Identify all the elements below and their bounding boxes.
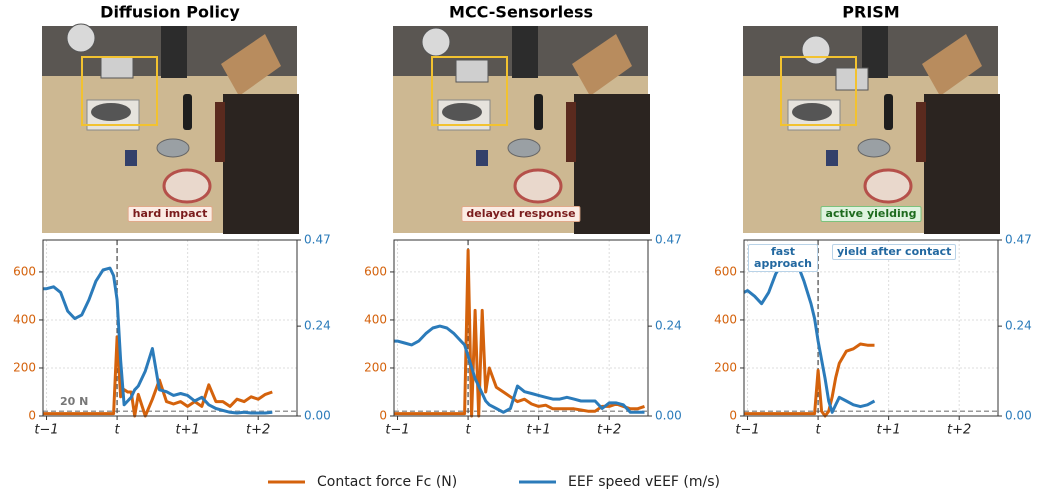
series-line bbox=[744, 255, 875, 412]
image-label: delayed response bbox=[461, 206, 580, 222]
y2-tick-label: 0.24 bbox=[1005, 319, 1032, 333]
scene-box bbox=[125, 150, 137, 166]
x-tick-label: t−1 bbox=[385, 423, 409, 438]
x-tick-label: t+1 bbox=[176, 423, 200, 438]
plot-frame bbox=[43, 240, 297, 416]
scene-robot-head bbox=[67, 24, 95, 52]
scene-bottle bbox=[183, 94, 192, 130]
page: {"chart_data": [ {"type": "line", "title… bbox=[0, 0, 1038, 495]
scene-bowl bbox=[508, 139, 540, 157]
y2-tick-label: 0.47 bbox=[1005, 233, 1032, 247]
scene-plate bbox=[164, 170, 210, 202]
scene-cabinet bbox=[574, 94, 650, 234]
y-tick-label: 0 bbox=[379, 409, 387, 423]
scene-image bbox=[743, 26, 1000, 234]
scene-cabinet-side bbox=[215, 102, 225, 162]
scene-plate bbox=[515, 170, 561, 202]
annotation: yield after contact bbox=[832, 244, 956, 260]
scene-box bbox=[476, 150, 488, 166]
scene-cabinet-side bbox=[916, 102, 926, 162]
scene-bowl bbox=[157, 139, 189, 157]
x-tick-label: t+1 bbox=[527, 423, 551, 438]
scene-cabinet-side bbox=[566, 102, 576, 162]
scene-burner bbox=[91, 103, 131, 121]
y-tick-label: 200 bbox=[714, 360, 737, 374]
y2-tick-label: 0.00 bbox=[655, 409, 682, 423]
scene-image bbox=[393, 26, 650, 234]
chart-title: Diffusion Policy bbox=[100, 3, 240, 22]
legend-label: EEF speed vEEF (m/s) bbox=[568, 474, 720, 490]
y-tick-label: 0 bbox=[729, 409, 737, 423]
scene-robot-column bbox=[512, 26, 538, 78]
scene-bottle bbox=[534, 94, 543, 130]
y-tick-label: 200 bbox=[364, 360, 387, 374]
scene-plate bbox=[865, 170, 911, 202]
scene-bowl bbox=[858, 139, 890, 157]
chart-title: PRISM bbox=[842, 3, 899, 22]
scene-gripper bbox=[456, 60, 488, 82]
threshold-label: 20 N bbox=[60, 395, 88, 408]
scene-robot-head bbox=[802, 36, 830, 64]
scene-robot-head bbox=[422, 28, 450, 56]
x-tick-label: t bbox=[115, 423, 121, 438]
scene-burner bbox=[792, 103, 832, 121]
series-line bbox=[43, 268, 272, 413]
y-tick-label: 400 bbox=[13, 312, 36, 326]
x-tick-label: t bbox=[816, 423, 822, 438]
x-tick-label: t+2 bbox=[947, 423, 971, 438]
y-tick-label: 600 bbox=[364, 264, 387, 278]
scene-gripper bbox=[101, 56, 133, 78]
x-tick-label: t+1 bbox=[877, 423, 901, 438]
y2-tick-label: 0.00 bbox=[1005, 409, 1032, 423]
x-tick-label: t−1 bbox=[34, 423, 58, 438]
image-label: active yielding bbox=[821, 206, 922, 222]
y2-tick-label: 0.47 bbox=[304, 233, 331, 247]
scene-box bbox=[826, 150, 838, 166]
series-line bbox=[394, 326, 645, 412]
y-tick-label: 0 bbox=[28, 409, 36, 423]
scene-cabinet bbox=[924, 94, 1000, 234]
scene-image bbox=[42, 24, 299, 234]
y2-tick-label: 0.24 bbox=[655, 319, 682, 333]
y2-tick-label: 0.00 bbox=[304, 409, 331, 423]
scene-bottle bbox=[884, 94, 893, 130]
scene-gripper bbox=[836, 68, 868, 90]
x-tick-label: t−1 bbox=[735, 423, 759, 438]
y-tick-label: 600 bbox=[13, 264, 36, 278]
x-tick-label: t+2 bbox=[246, 423, 270, 438]
x-tick-label: t+2 bbox=[597, 423, 621, 438]
y-tick-label: 400 bbox=[714, 312, 737, 326]
legend-label: Contact force Fc (N) bbox=[317, 474, 457, 490]
series-line bbox=[394, 250, 645, 416]
y2-tick-label: 0.47 bbox=[655, 233, 682, 247]
image-label: hard impact bbox=[128, 206, 213, 222]
scene-robot-column bbox=[161, 26, 187, 78]
scene-burner bbox=[442, 103, 482, 121]
scene-cabinet bbox=[223, 94, 299, 234]
y-tick-label: 200 bbox=[13, 360, 36, 374]
annotation: fast approach bbox=[748, 244, 818, 272]
y-tick-label: 600 bbox=[714, 264, 737, 278]
y-tick-label: 400 bbox=[364, 312, 387, 326]
x-tick-label: t bbox=[466, 423, 472, 438]
chart-title: MCC-Sensorless bbox=[449, 3, 593, 22]
y2-tick-label: 0.24 bbox=[304, 319, 331, 333]
